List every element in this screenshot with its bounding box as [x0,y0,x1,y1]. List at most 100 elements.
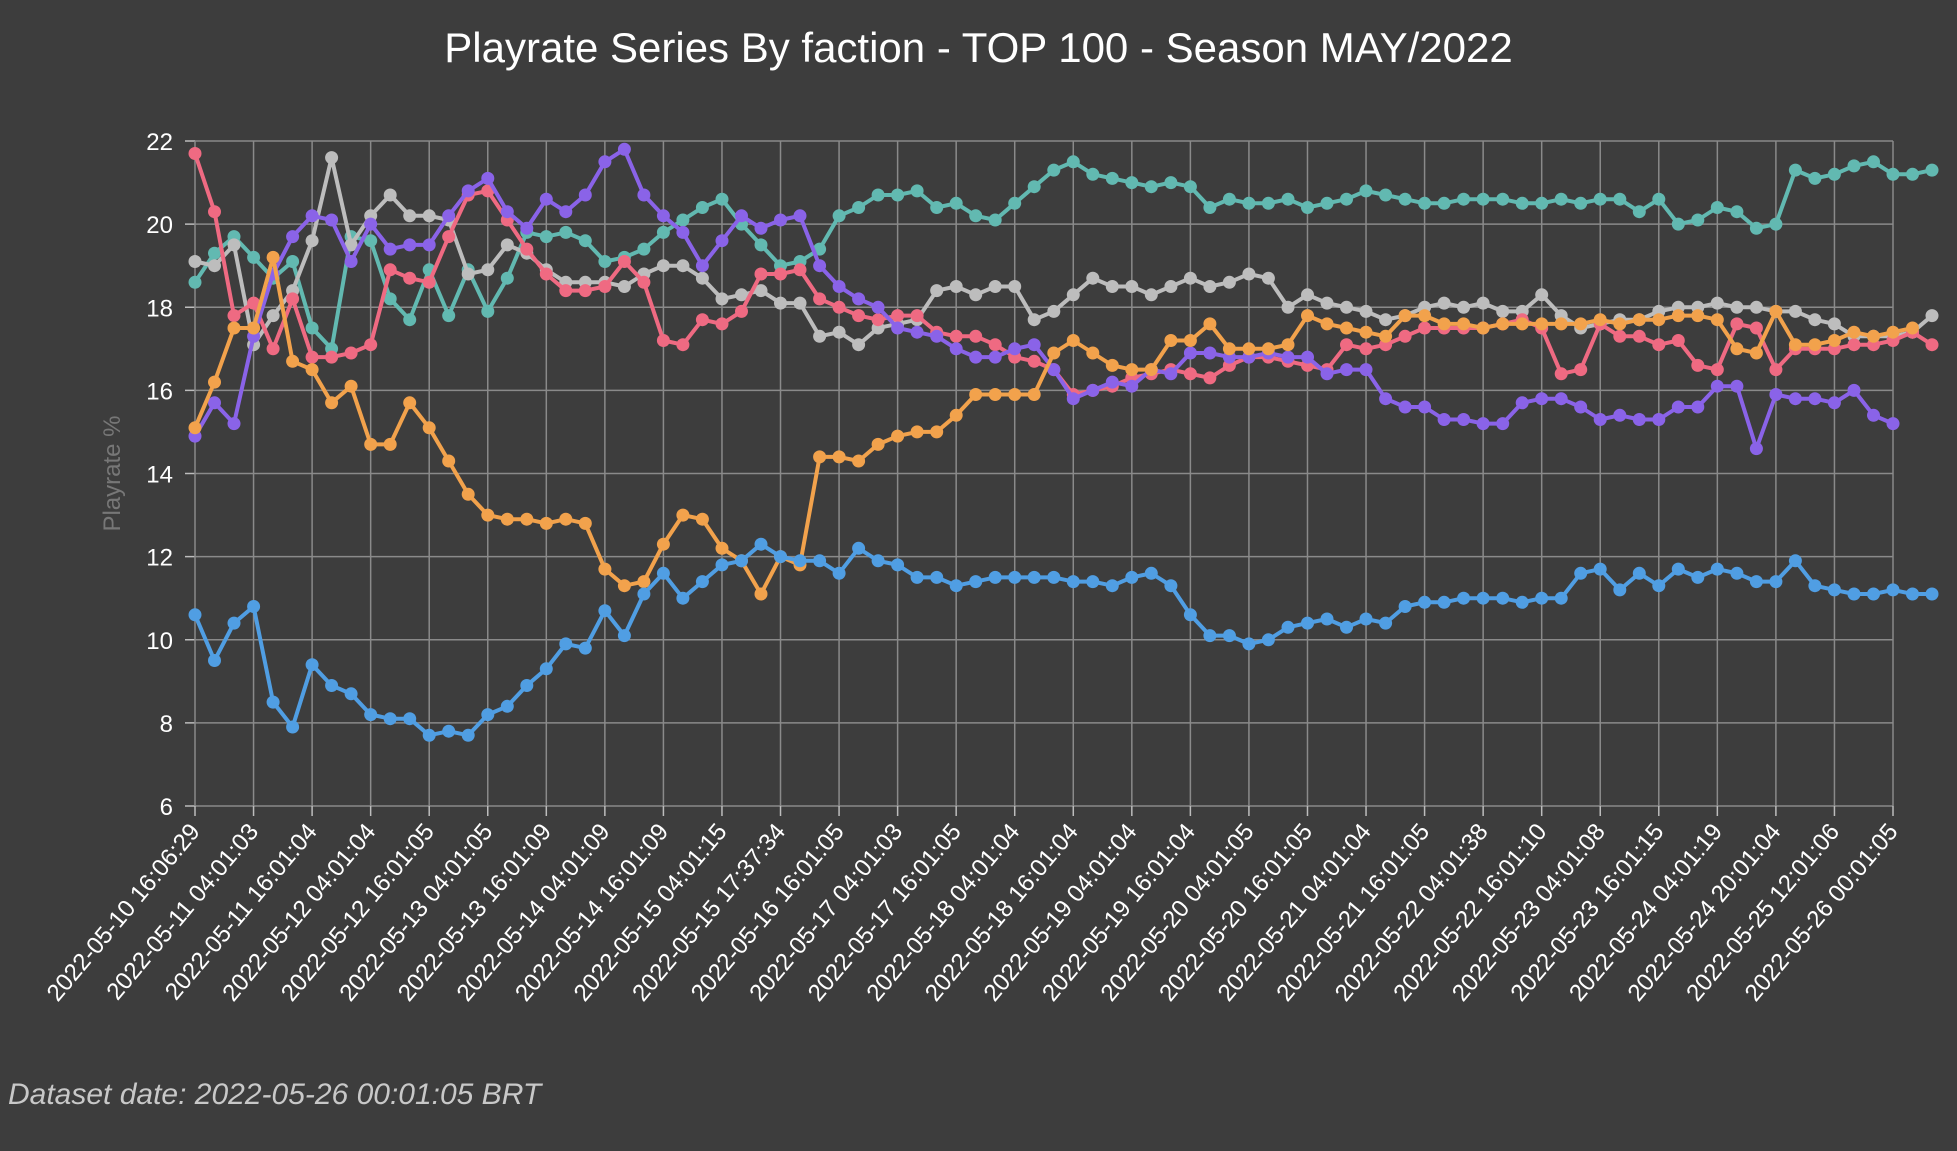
series-3-point [1047,363,1061,377]
series-4-point [1593,313,1607,327]
series-5-point [1261,633,1275,647]
series-1-point [949,280,963,293]
series-4-point [1710,313,1724,327]
series-0-point [208,246,221,260]
series-5-point [403,712,417,726]
series-0-point [1222,192,1236,206]
series-5-point [910,570,924,584]
series-2-point [344,346,358,360]
series-2-point [1574,363,1588,377]
series-2-point [383,263,397,277]
series-5-point [969,575,983,589]
series-3-point [1027,338,1041,352]
series-5-point [1340,620,1353,634]
series-3-point [559,205,573,219]
series-3-point [1691,400,1705,414]
series-5-point [891,558,905,572]
series-3-point [520,221,534,235]
series-2-point [735,304,748,318]
series-2-point [286,292,300,306]
series-2-point [988,338,1002,352]
series-4-point [637,575,651,589]
series-3-point [1301,350,1314,364]
series-5-point [1652,579,1666,593]
series-3-point [578,188,592,202]
series-0-point [676,213,690,227]
series-5-point [1203,629,1217,643]
series-3-point [305,209,319,223]
series-3-point [1359,363,1373,377]
series-3-point [1749,442,1763,456]
series-3-point [208,396,221,410]
series-1-point [403,209,417,223]
series-1-point [481,263,495,277]
series-0-point [247,250,261,264]
series-3-point [500,205,514,219]
series-3-point [1867,408,1880,422]
series-1-point [1203,280,1217,293]
series-5-point [1242,637,1256,651]
series-4-point [1886,325,1900,339]
series-4-point [520,512,534,526]
series-1-point [1379,313,1393,327]
series-3-point [1535,392,1549,406]
series-5-point [227,616,241,630]
series-0-point [1086,167,1100,181]
series-5-point [988,570,1002,584]
series-2-point [325,350,339,364]
series-5-point [1808,579,1822,593]
series-5-point [1496,591,1510,605]
series-3-point [1886,417,1900,431]
series-4-point [1047,346,1061,360]
series-3-point [1183,346,1197,360]
series-5-point [1867,587,1880,601]
series-3-point [325,213,339,227]
series-4-point [1788,338,1802,352]
series-1-point [1827,317,1841,331]
series-4-point [1457,317,1471,331]
series-0-point [1047,163,1061,177]
series-4-point [286,354,300,368]
series-3-point [715,234,729,248]
series-0-point [539,230,553,244]
series-4-point [891,429,905,443]
series-2-point [695,313,709,327]
series-3-point [735,209,748,223]
series-5-point [578,641,592,655]
series-4-point [1340,321,1353,335]
series-1-point [1320,296,1334,310]
series-0-point [1925,163,1939,177]
series-1-point [1925,309,1939,323]
series-3-point [832,280,846,293]
series-2-point [891,309,905,323]
series-4-point [1301,309,1314,323]
series-1-point [988,280,1002,293]
series-2-point [403,271,417,285]
series-0-point [598,255,612,268]
series-0-point [1613,192,1627,206]
series-3-point [1808,392,1822,406]
series-3-point [1340,363,1353,377]
series-3-point [793,209,807,223]
series-3-point [930,329,944,343]
series-0-point [1691,213,1705,227]
series-3-point [1788,392,1802,406]
series-4-point [578,516,592,530]
series-0-point [1008,196,1022,210]
series-4-point [1515,317,1529,331]
series-0-point [286,255,300,268]
series-4-point [1749,346,1763,360]
series-4-point [539,516,553,530]
series-4-point [1203,317,1217,331]
series-5-point [1320,612,1334,626]
series-4-point [1496,317,1510,331]
series-0-point [305,321,319,335]
series-0-point [1066,155,1080,169]
series-1-point [325,151,339,165]
y-axis-label: Playrate % [99,415,126,531]
series-0-point [969,209,983,223]
series-1-point [344,238,358,252]
series-3-point [1066,392,1080,406]
